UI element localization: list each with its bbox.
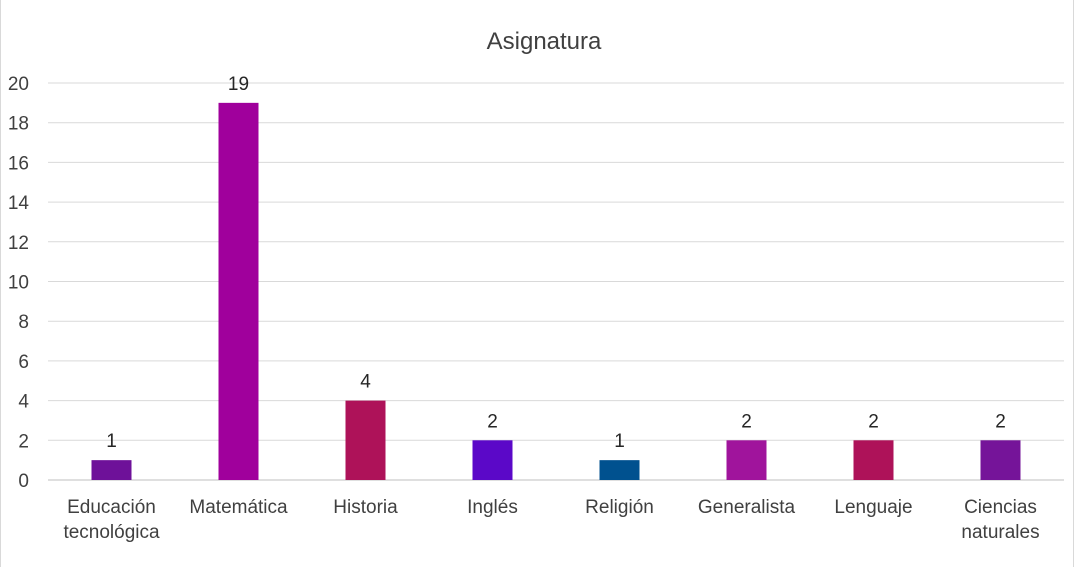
y-tick-label: 0	[18, 471, 29, 492]
data-label: 19	[228, 74, 249, 95]
data-labels: 1 19 4 2 1 2 2 2	[106, 74, 1006, 452]
bars	[91, 102, 1021, 480]
x-tick-label-line: Inglés	[467, 497, 518, 518]
x-tick-label-line: Matemática	[189, 497, 288, 518]
y-tick-label: 10	[8, 273, 29, 294]
x-tick-label-line: Religión	[585, 497, 654, 518]
y-tick-label: 18	[8, 114, 29, 135]
x-tick-label: Lenguaje	[834, 497, 912, 518]
bar	[218, 102, 259, 480]
data-label: 1	[106, 431, 117, 452]
x-tick-label-line: Lenguaje	[834, 497, 912, 518]
x-tick-label: Historia	[333, 497, 398, 518]
data-label: 1	[614, 431, 625, 452]
bar	[599, 460, 640, 480]
x-axis: Educación tecnológica Matemática Historia In…	[63, 497, 1039, 543]
x-tick-label-line: naturales	[961, 522, 1039, 543]
gridlines	[48, 82, 1064, 481]
x-tick-label-line: tecnológica	[63, 522, 160, 543]
x-tick-label-line: Educación	[67, 497, 156, 518]
y-tick-label: 14	[8, 193, 30, 214]
x-tick-label: Educación tecnológica	[63, 497, 160, 543]
x-tick-label: Matemática	[189, 497, 288, 518]
bar	[853, 440, 894, 480]
y-tick-label: 8	[18, 312, 29, 333]
data-label: 4	[360, 372, 371, 393]
data-label: 2	[487, 411, 498, 432]
y-tick-label: 16	[8, 153, 29, 174]
chart-title: Asignatura	[487, 28, 602, 55]
x-tick-label: Inglés	[467, 497, 518, 518]
bar	[726, 440, 767, 480]
data-label: 2	[868, 411, 879, 432]
x-tick-label-line: Historia	[333, 497, 398, 518]
x-tick-label-line: Ciencias	[964, 497, 1037, 518]
x-tick-label: Religión	[585, 497, 654, 518]
bar	[345, 400, 386, 480]
x-tick-label: Ciencias naturales	[961, 497, 1039, 543]
bar	[980, 440, 1021, 480]
bar	[472, 440, 513, 480]
y-tick-label: 6	[18, 352, 29, 373]
y-tick-label: 12	[8, 233, 29, 254]
data-label: 2	[995, 411, 1006, 432]
data-label: 2	[741, 411, 752, 432]
y-tick-label: 2	[18, 431, 29, 452]
y-tick-label: 4	[18, 392, 29, 413]
x-tick-label-line: Generalista	[698, 497, 796, 518]
y-axis: 0 2 4 6 8 10 12 14 16 18 20	[8, 74, 30, 492]
y-tick-label: 20	[8, 74, 29, 95]
bar	[91, 460, 132, 480]
x-tick-label: Generalista	[698, 497, 796, 518]
